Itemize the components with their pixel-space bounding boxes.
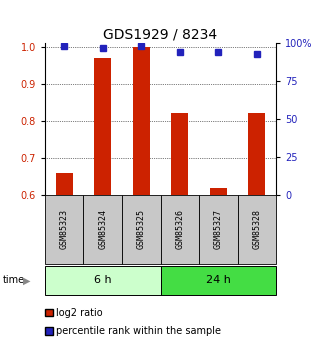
Text: GSM85325: GSM85325 xyxy=(137,209,146,249)
Bar xyxy=(45,195,83,264)
Bar xyxy=(238,195,276,264)
Bar xyxy=(133,47,150,195)
Text: time: time xyxy=(3,275,25,285)
Text: percentile rank within the sample: percentile rank within the sample xyxy=(56,326,221,336)
Bar xyxy=(83,195,122,264)
Bar xyxy=(160,195,199,264)
Text: GSM85323: GSM85323 xyxy=(60,209,69,249)
Bar xyxy=(199,195,238,264)
Bar xyxy=(56,173,73,195)
Bar xyxy=(94,58,111,195)
Text: ▶: ▶ xyxy=(23,275,30,285)
Title: GDS1929 / 8234: GDS1929 / 8234 xyxy=(103,28,218,42)
Text: GSM85326: GSM85326 xyxy=(175,209,184,249)
Text: 6 h: 6 h xyxy=(94,275,111,285)
Text: log2 ratio: log2 ratio xyxy=(56,308,102,317)
Bar xyxy=(171,114,188,195)
Bar xyxy=(45,266,160,295)
Text: GSM85327: GSM85327 xyxy=(214,209,223,249)
Text: GSM85328: GSM85328 xyxy=(252,209,261,249)
Bar xyxy=(160,266,276,295)
Bar xyxy=(248,114,265,195)
Text: GSM85324: GSM85324 xyxy=(98,209,107,249)
Text: 24 h: 24 h xyxy=(206,275,231,285)
Bar xyxy=(122,195,160,264)
Bar xyxy=(210,188,227,195)
